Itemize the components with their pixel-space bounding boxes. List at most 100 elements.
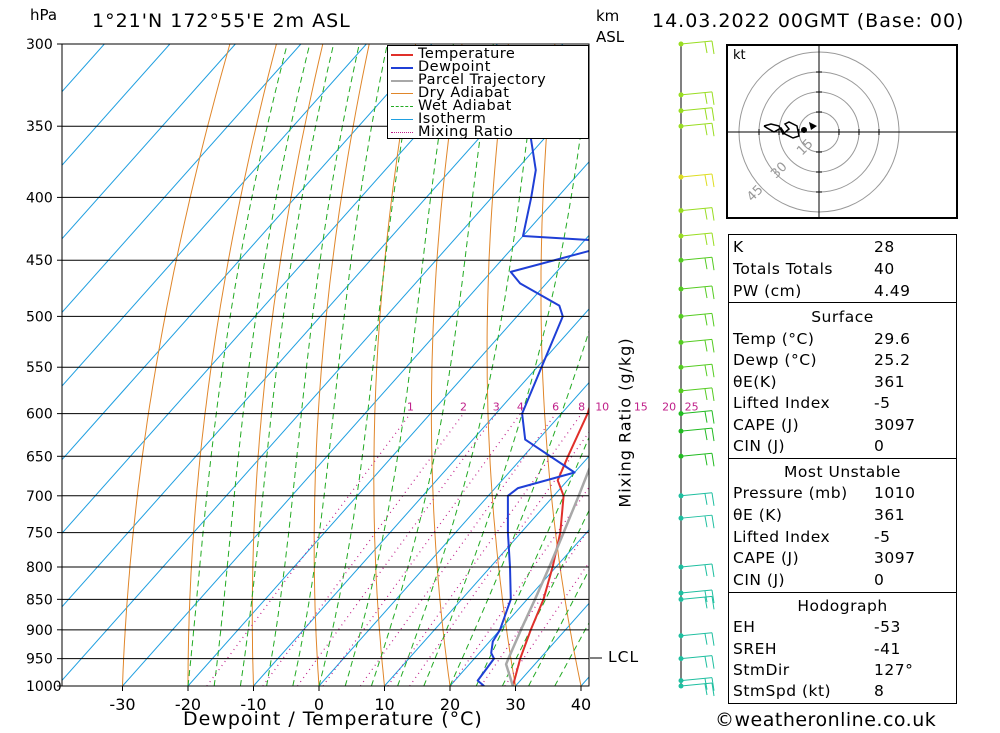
pressure-tick-label: 500 (26, 309, 53, 325)
wind-barb-staff (680, 595, 713, 600)
wind-barb-flag (711, 364, 715, 378)
isotherm-line (62, 44, 498, 534)
wind-barb-flag (711, 123, 715, 137)
ring-label-45: 45 (744, 183, 766, 205)
x-axis-title: Dewpoint / Temperature (°C) (183, 708, 483, 730)
mu-row: θE (K) 361 (733, 506, 952, 527)
mixing-ratio-line (504, 561, 589, 686)
most-unstable-title: Most Unstable (784, 463, 901, 481)
wind-barb-staff (680, 232, 713, 237)
mixing-ratio-label: 15 (634, 401, 648, 414)
wet-adiabat-line (318, 44, 419, 686)
pressure-tick-label: 900 (26, 623, 53, 639)
most-unstable-box: Most Unstable Pressure (mb) 1010 θE (K) 36… (728, 458, 957, 594)
legend-swatch-dry-adiabat (391, 93, 413, 94)
isotherm-line (187, 234, 589, 686)
hodograph-trace (763, 121, 800, 139)
wind-barb-flag (704, 429, 708, 441)
index-row-pw: PW (cm) 4.49 (733, 282, 952, 303)
hodo-label: StmDir (733, 661, 790, 679)
wind-barb-staff (680, 563, 713, 568)
hodo-value: -41 (874, 640, 901, 658)
wind-barb-staff (680, 677, 713, 682)
wind-barb-staff (680, 514, 713, 519)
index-value: 40 (874, 260, 895, 278)
height-axis (590, 44, 682, 686)
mixing-ratio-axis-title: Mixing Ratio (g/kg) (615, 337, 635, 508)
wind-barb-flag (704, 286, 708, 299)
wind-barb-flag (711, 410, 715, 424)
index-label: K (733, 238, 744, 256)
wind-barb-flag (704, 454, 708, 466)
pressure-tick-label: 950 (26, 652, 53, 668)
wind-barb-flag (711, 339, 715, 353)
wind-barb-staff (680, 452, 713, 457)
wind-barb-flag (704, 208, 708, 220)
wind-barb-flag (711, 655, 715, 669)
wind-barb-flag (704, 258, 708, 270)
wet-adiabat-line (266, 44, 360, 686)
wind-barb-staff (680, 589, 713, 594)
surface-row: Dewp (°C) 25.2 (733, 351, 952, 372)
wind-barb-staff (680, 682, 713, 687)
surface-value: 0 (874, 437, 885, 455)
isotherm-line (253, 308, 589, 686)
wet-adiabat-line (213, 44, 311, 686)
legend-swatch-dewpoint (391, 67, 413, 69)
mixing-ratio-label: 2 (460, 401, 467, 414)
pressure-unit-label: hPa (30, 6, 58, 24)
wind-barb-staff (680, 387, 713, 392)
wind-barb-flag (704, 656, 708, 668)
mu-value: 1010 (874, 484, 916, 502)
legend-mixing-ratio: Mixing Ratio (418, 124, 514, 140)
location-title: 1°21'N 172°55'E 2m ASL (92, 10, 351, 32)
wind-barb-flag (711, 173, 715, 188)
wind-barb-flag (711, 207, 715, 221)
wind-barb-flag (711, 515, 715, 529)
mu-row: Lifted Index -5 (733, 528, 952, 549)
temperature-tick-label: 30 (505, 695, 525, 714)
hodograph-stats-title: Hodograph (797, 597, 888, 615)
wind-barb-staff (680, 207, 713, 212)
legend: Temperature Dewpoint Parcel Trajectory D… (387, 45, 589, 139)
wind-barb-flag (711, 632, 715, 646)
mixing-ratio-line (297, 413, 497, 686)
wet-adiabat-line (239, 44, 335, 686)
isotherm-line (62, 44, 171, 166)
wind-barb-flag (711, 428, 715, 442)
pressure-tick-label: 850 (26, 592, 53, 608)
wind-barb-staff (680, 427, 713, 432)
wind-barb-staff (680, 655, 713, 660)
wind-barb-flag (711, 563, 715, 578)
credit-link[interactable]: ©weatheronline.co.uk (715, 709, 937, 731)
wind-barb-flag (704, 590, 708, 603)
surface-row: θE(K) 361 (733, 373, 952, 394)
wind-barb-flag (711, 589, 715, 604)
wind-barb-staff (680, 40, 713, 45)
hodo-value: 127° (874, 661, 914, 679)
dry-adiabat-line (430, 44, 463, 686)
legend-wet-adiabat: Wet Adiabat (418, 98, 512, 114)
height-unit-label: km ASL (596, 6, 624, 48)
wet-adiabat-line (370, 44, 494, 686)
isotherm-line (122, 161, 589, 686)
surface-row: CIN (J) 0 (733, 437, 952, 458)
legend-swatch-isotherm (391, 119, 413, 120)
wind-barb-staff (680, 492, 713, 497)
hodo-row: StmSpd (kt) 8 (733, 682, 952, 703)
wind-barb-staff (680, 363, 713, 368)
wind-barb-flag (704, 314, 708, 326)
isotherm-line (318, 381, 589, 686)
hodograph-stats-box: Hodograph EH -53 SREH -41 StmDir 127° StmSp… (728, 592, 957, 704)
hodo-label: StmSpd (kt) (733, 682, 832, 700)
index-label: PW (cm) (733, 282, 802, 300)
mixing-ratio-label: 20 (662, 401, 676, 414)
temperature-tick-label: 0 (314, 695, 324, 714)
hodo-value: -53 (874, 618, 901, 636)
wind-barb-dot (678, 123, 684, 129)
isotherm-line (62, 44, 433, 461)
pressure-tick-label: 400 (26, 190, 53, 206)
dry-adiabat-line (122, 44, 231, 686)
index-row-k: K 28 (733, 238, 952, 259)
dry-adiabat-line (187, 44, 277, 686)
